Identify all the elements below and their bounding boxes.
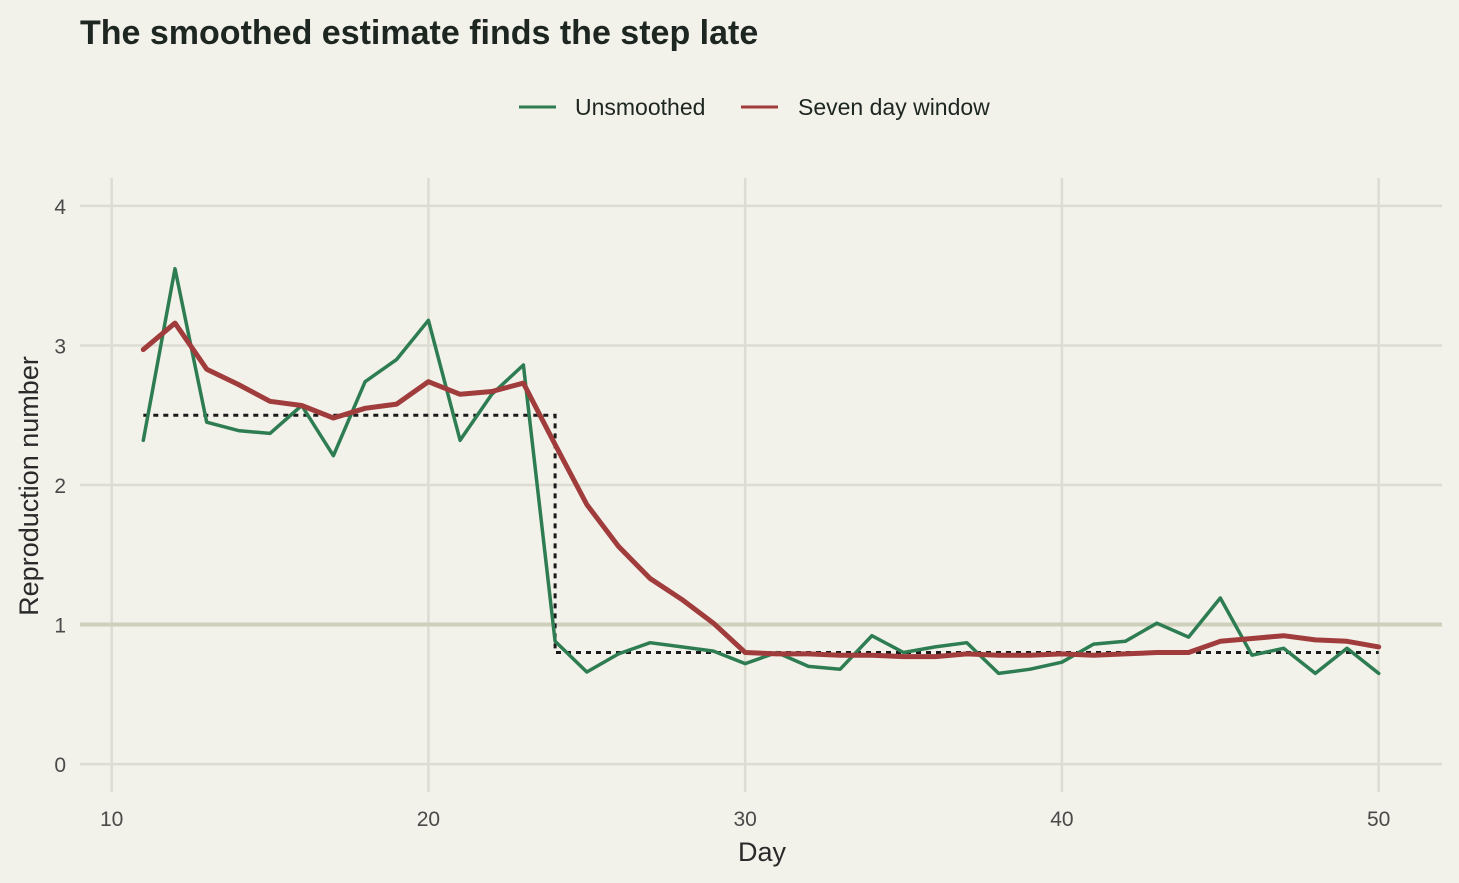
x-tick-label: 30: [733, 808, 756, 831]
x-tick-label: 20: [417, 808, 440, 831]
plot-area: [140, 266, 1382, 676]
x-axis-title: Day: [738, 837, 787, 867]
legend-label-seven-day-window: Seven day window: [798, 94, 990, 120]
series-line-unsmoothed: [141, 266, 1381, 676]
legend-label-unsmoothed: Unsmoothed: [575, 94, 705, 120]
grid: [80, 178, 1442, 792]
y-tick-label: 3: [54, 335, 66, 358]
y-axis-title: Reproduction number: [14, 356, 44, 616]
x-tick-label: 40: [1050, 808, 1073, 831]
y-axis: 0 1 2 3 4: [54, 196, 66, 777]
y-tick-label: 1: [54, 615, 66, 638]
chart-title: The smoothed estimate finds the step lat…: [80, 14, 758, 52]
x-tick-label: 50: [1367, 808, 1390, 831]
x-tick-label: 10: [100, 808, 123, 831]
y-tick-label: 4: [54, 196, 66, 219]
legend: Unsmoothed Seven day window: [519, 94, 990, 120]
series-line-seven-day-window: [140, 320, 1382, 660]
y-tick-label: 0: [54, 754, 66, 777]
x-axis: 10 20 30 40 50: [100, 808, 1390, 831]
y-tick-label: 2: [54, 475, 66, 498]
